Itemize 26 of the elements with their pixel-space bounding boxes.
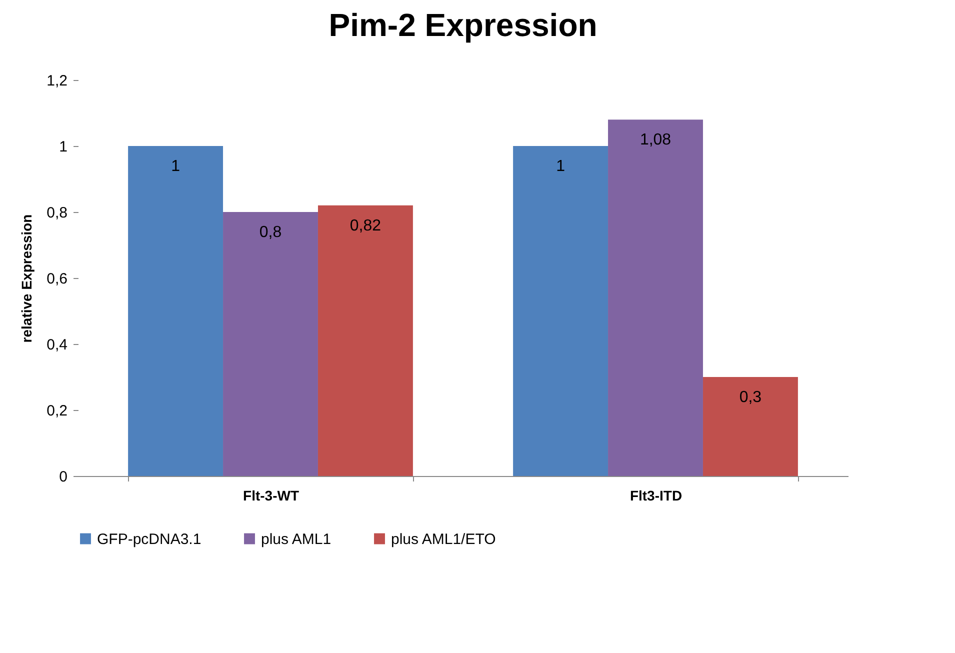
y-tick-label: 0,8 [46,204,68,222]
y-tick-label: 0,4 [46,336,68,354]
data-label: 0,3 [739,389,762,406]
y-tick-label: 1,2 [46,72,68,90]
data-label: 1 [556,158,566,175]
bar [702,377,798,476]
legend-label: GFP-pcDNA3.1 [97,530,202,548]
bar [128,146,224,476]
bar [223,212,318,476]
legend-label: plus AML1 [261,530,332,548]
bar [318,205,413,476]
y-tick-label: 0 [59,468,68,486]
data-label: 1,08 [640,132,672,149]
x-tick-label: Flt-3-WT [243,488,300,504]
data-label: 0,8 [259,224,282,241]
legend-label: plus AML1/ETO [391,530,496,548]
data-label: 0,82 [350,217,382,234]
chart-title: Pim-2 Expression [328,7,598,43]
bar [608,120,703,476]
bar [513,146,608,476]
y-tick-label: 0,2 [46,402,68,420]
x-tick-label: Flt3-ITD [630,488,682,504]
y-axis-title: relative Expression [18,214,35,343]
y-tick-label: 1 [59,138,68,156]
y-tick-label: 0,6 [46,270,68,288]
data-label: 1 [171,158,180,175]
